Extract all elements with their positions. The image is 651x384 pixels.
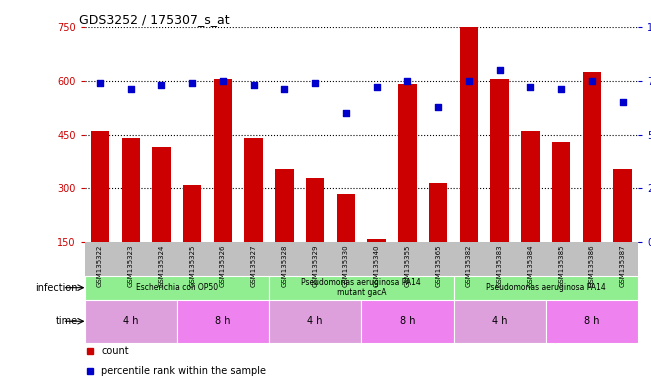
Text: infection: infection: [36, 283, 78, 293]
Point: [187, 80, 197, 86]
Bar: [460, 27, 478, 296]
Text: GSM135325: GSM135325: [189, 245, 195, 287]
Text: count: count: [102, 346, 129, 356]
Bar: [152, 147, 171, 296]
Bar: [214, 79, 232, 296]
Point: [495, 67, 505, 73]
Bar: [521, 131, 540, 296]
Bar: [583, 72, 601, 296]
Bar: [398, 84, 417, 296]
Text: GSM135328: GSM135328: [281, 245, 288, 287]
Point: [156, 82, 167, 88]
Text: time: time: [56, 316, 78, 326]
Bar: [367, 239, 386, 296]
Point: [279, 86, 290, 93]
Text: Escherichia coli OP50: Escherichia coli OP50: [136, 283, 218, 292]
Text: GSM135383: GSM135383: [497, 245, 503, 287]
Bar: [122, 138, 140, 296]
Text: percentile rank within the sample: percentile rank within the sample: [102, 366, 266, 376]
Point: [126, 86, 136, 93]
Point: [587, 78, 597, 84]
Text: GSM135355: GSM135355: [404, 245, 410, 287]
Text: GSM135323: GSM135323: [128, 245, 133, 287]
Point: [617, 99, 628, 105]
Text: GSM135340: GSM135340: [374, 245, 380, 287]
Bar: [337, 194, 355, 296]
Point: [310, 80, 320, 86]
Bar: [85, 242, 638, 300]
Point: [556, 86, 566, 93]
Text: GSM135365: GSM135365: [435, 245, 441, 287]
Text: 8 h: 8 h: [584, 316, 600, 326]
Text: GSM135329: GSM135329: [312, 245, 318, 287]
Bar: [85, 276, 269, 300]
Text: GSM135322: GSM135322: [97, 245, 103, 287]
Text: 4 h: 4 h: [492, 316, 507, 326]
Text: Pseudomonas aeruginosa PA14: Pseudomonas aeruginosa PA14: [486, 283, 605, 292]
Bar: [269, 276, 454, 300]
Point: [525, 84, 536, 90]
Bar: [177, 300, 269, 343]
Bar: [90, 131, 109, 296]
Bar: [546, 300, 638, 343]
Point: [95, 80, 105, 86]
Point: [464, 78, 474, 84]
Bar: [454, 276, 638, 300]
Bar: [613, 169, 632, 296]
Bar: [490, 79, 509, 296]
Bar: [306, 178, 324, 296]
Bar: [361, 300, 454, 343]
Text: GSM135324: GSM135324: [158, 245, 165, 287]
Bar: [429, 183, 447, 296]
Point: [340, 110, 351, 116]
Bar: [454, 300, 546, 343]
Text: 4 h: 4 h: [307, 316, 323, 326]
Text: GSM135326: GSM135326: [220, 245, 226, 287]
Text: 4 h: 4 h: [123, 316, 139, 326]
Point: [402, 78, 413, 84]
Text: GSM135387: GSM135387: [620, 245, 626, 287]
Point: [433, 104, 443, 110]
Text: 8 h: 8 h: [400, 316, 415, 326]
Point: [249, 82, 259, 88]
Text: GSM135327: GSM135327: [251, 245, 256, 287]
Text: GDS3252 / 175307_s_at: GDS3252 / 175307_s_at: [79, 13, 230, 26]
Text: GSM135384: GSM135384: [527, 245, 533, 287]
Text: GSM135386: GSM135386: [589, 245, 595, 287]
Text: GSM135330: GSM135330: [343, 245, 349, 287]
Point: [372, 84, 382, 90]
Bar: [183, 185, 201, 296]
Text: GSM135385: GSM135385: [558, 245, 564, 287]
Bar: [245, 138, 263, 296]
Text: 8 h: 8 h: [215, 316, 230, 326]
Bar: [85, 300, 177, 343]
Text: GSM135382: GSM135382: [466, 245, 472, 287]
Point: [217, 78, 229, 84]
Bar: [275, 169, 294, 296]
Text: Pseudomonas aeruginosa PA14
mutant gacA: Pseudomonas aeruginosa PA14 mutant gacA: [301, 278, 421, 297]
Bar: [552, 142, 570, 296]
Bar: [269, 300, 361, 343]
